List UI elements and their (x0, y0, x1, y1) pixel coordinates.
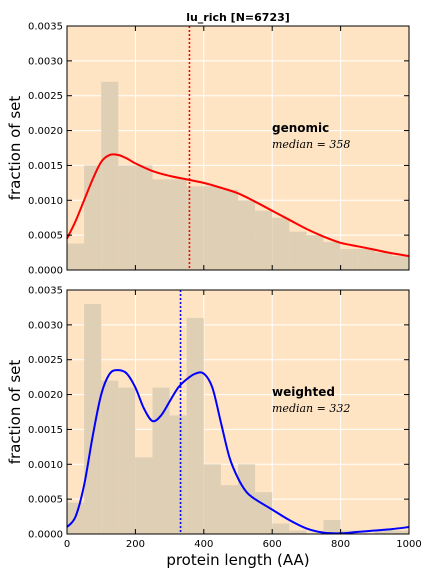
top-histogram-bar (272, 217, 290, 270)
bottom-y-tick-label: 0.0035 (28, 286, 63, 297)
bottom-plot-frame (66, 289, 410, 535)
top-y-tick-label: 0.0020 (28, 126, 63, 137)
top-y-tick-label: 0.0035 (28, 22, 63, 33)
bottom-y-axis-label: fraction of set (6, 360, 24, 465)
top-y-tick-label: 0.0000 (28, 266, 63, 277)
top-plot-frame (66, 25, 410, 271)
top-histogram-bar (357, 249, 375, 270)
top-histogram-bar (340, 249, 358, 270)
bottom-histogram-bar (152, 387, 170, 534)
bottom-histogram-bar (203, 464, 221, 534)
top-annotation-label: genomic (272, 121, 329, 135)
chart-title: lu_rich [N=6723] (186, 11, 290, 24)
bottom-histogram-bar (238, 464, 256, 534)
top-histogram-bar (238, 200, 256, 270)
top-histogram-bar (186, 186, 204, 270)
bottom-histogram-bar (255, 492, 273, 534)
bottom-annotation-median: median = 332 (272, 402, 350, 415)
top-histogram-bar (220, 189, 238, 270)
top-histogram-bar (152, 179, 170, 270)
top-histogram-bar (135, 165, 153, 270)
bottom-x-tick-label: 200 (126, 539, 145, 550)
bottom-y-tick-label: 0.0000 (28, 530, 63, 541)
bottom-histogram-bar (272, 523, 290, 534)
bottom-x-tick-label: 1000 (396, 539, 421, 550)
bottom-y-tick-label: 0.0010 (28, 460, 63, 471)
x-axis-label: protein length (AA) (166, 551, 309, 569)
top-panel: 0.0000 0.0005 0.0010 0.0015 0.0020 0.0025 0.00… (6, 22, 410, 277)
top-histogram-bar (118, 165, 136, 270)
top-histogram-bar (374, 252, 392, 270)
bottom-histogram-bar (374, 530, 392, 534)
bottom-annotation-label: weighted (272, 385, 335, 399)
top-y-tick-label: 0.0005 (28, 231, 63, 242)
top-y-axis-label: fraction of set (6, 96, 24, 201)
top-y-tick-label: 0.0030 (28, 56, 63, 67)
bottom-panel: 0 200 400 600 800 1000 0.0000 0.0005 0.0010 0.001… (6, 286, 422, 551)
top-histogram-bar (391, 256, 409, 270)
bottom-x-tick-label: 800 (331, 539, 350, 550)
top-histogram-bar (169, 179, 187, 270)
top-density-curve (66, 153, 410, 258)
top-histogram-bar (203, 186, 221, 270)
bottom-x-tick-label: 0 (64, 539, 70, 550)
bottom-histogram-bar (169, 415, 187, 534)
top-annotation-median: median = 358 (272, 138, 350, 151)
top-histogram-bar (255, 210, 273, 270)
bottom-x-tick-label: 600 (263, 539, 282, 550)
bottom-y-tick-label: 0.0015 (28, 425, 63, 436)
top-histogram-bar (323, 242, 341, 270)
bottom-histogram-bar (289, 530, 307, 534)
top-y-tick-label: 0.0025 (28, 91, 63, 102)
bottom-histogram-bar (118, 387, 136, 534)
top-y-tick-label: 0.0010 (28, 196, 63, 207)
bottom-histogram-bar (323, 520, 341, 534)
bottom-histogram-bar (84, 303, 102, 534)
bottom-histogram-bar (101, 380, 119, 534)
bottom-histogram-bar (135, 457, 153, 534)
top-histogram-bar (289, 231, 307, 270)
top-histogram-bar (67, 243, 85, 270)
bottom-histogram-bar (391, 530, 409, 534)
bottom-y-tick-label: 0.0025 (28, 355, 63, 366)
bottom-y-tick-label: 0.0030 (28, 320, 63, 331)
bottom-y-tick-label: 0.0005 (28, 495, 63, 506)
top-histogram-bar (101, 81, 119, 271)
bottom-histogram-bar (220, 485, 238, 534)
top-histogram-bar (306, 235, 324, 270)
bottom-density-curve (66, 369, 410, 535)
top-y-tick-label: 0.0015 (28, 161, 63, 172)
bottom-histogram-bar (186, 317, 204, 534)
bottom-y-tick-label: 0.0020 (28, 390, 63, 401)
bottom-x-tick-label: 400 (194, 539, 213, 550)
